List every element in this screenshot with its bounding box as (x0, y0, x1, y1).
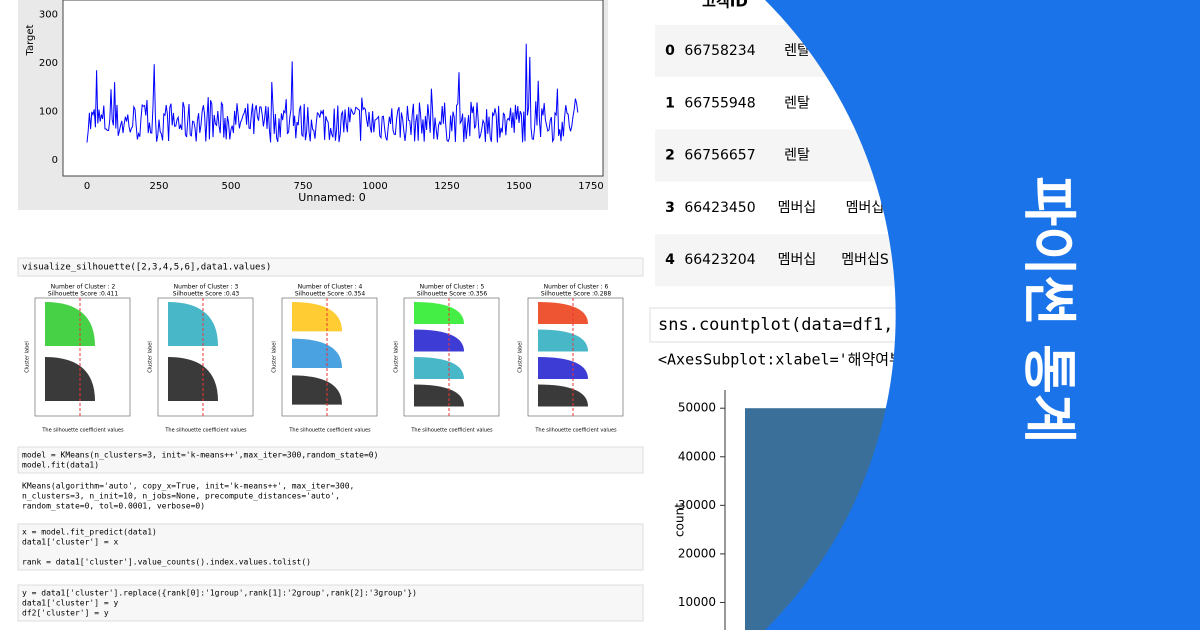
output: KMeans(algorithm='auto', copy_x=True, in… (22, 482, 354, 491)
table-cell: 66423450 (684, 200, 755, 216)
code: sns.countplot(data=df1, x='해 (658, 315, 950, 335)
table-cell: 4 (665, 252, 675, 268)
cluster-silhouette (168, 357, 218, 401)
subplot-title: Number of Cluster : 4 (298, 284, 363, 291)
table-cell: 0 (665, 43, 675, 59)
y-axis-label: Target (25, 24, 36, 56)
table-cell: 렌탈 (784, 43, 810, 59)
y-axis-label: Cluster label (518, 341, 524, 372)
output: n_clusters=3, n_init=10, n_jobs=None, pr… (22, 492, 340, 501)
y-tick-label: 300 (39, 10, 58, 21)
table-cell: 66755948 (684, 95, 755, 111)
x-axis-label: The silhouette coefficient values (288, 428, 371, 434)
x-tick-label: 1250 (434, 181, 459, 192)
output: random_state=0, tol=0.0001, verbose=0) (22, 502, 205, 511)
x-axis-label: The silhouette coefficient values (410, 428, 493, 434)
y-tick-label: 20000 (678, 546, 716, 560)
x-tick-label: 1750 (578, 181, 603, 192)
y-tick-label: 50000 (678, 401, 716, 415)
cluster-silhouette (414, 384, 464, 407)
code: rank = data1['cluster'].value_counts().i… (22, 558, 311, 567)
cluster-silhouette (292, 338, 342, 368)
x-tick-label: 250 (149, 181, 168, 192)
cluster-silhouette (414, 302, 464, 324)
table-cell: 66423204 (684, 252, 755, 268)
x-axis-label: The silhouette coefficient values (534, 428, 617, 434)
title: 파이썬 통계 (1017, 176, 1080, 443)
x-axis-label: The silhouette coefficient values (41, 428, 124, 434)
table-cell: 2 (665, 148, 675, 164)
plot-area (62, 0, 604, 177)
y-tick-label: 100 (39, 107, 58, 118)
table-header: 고객ID (702, 0, 748, 11)
table-cell: 1 (665, 95, 675, 111)
cluster-silhouette (414, 357, 464, 379)
x-tick-label: 1500 (506, 181, 531, 192)
cluster-silhouette (414, 329, 464, 352)
y-axis-label: count (673, 503, 687, 537)
cluster-silhouette (538, 329, 588, 352)
cluster-silhouette (45, 302, 95, 346)
code-cell (17, 446, 644, 474)
code-cell (17, 257, 644, 277)
subplot-subtitle: Silhouette Score :0.356 (417, 291, 488, 298)
subplot-title: Number of Cluster : 6 (544, 284, 609, 291)
cluster-silhouette (168, 302, 218, 346)
code-cell (17, 584, 644, 622)
code: df2['cluster'] = y (22, 609, 109, 618)
code: x = model.fit_predict(data1) (22, 528, 157, 537)
subplot-subtitle: Silhouette Score :0.354 (295, 291, 366, 298)
code: data1['cluster'] = x (22, 538, 119, 547)
cluster-silhouette (292, 375, 342, 405)
y-tick-label: 0 (52, 155, 58, 166)
blue-banner (765, 0, 1200, 630)
code-cell (17, 523, 644, 571)
cluster-silhouette (538, 357, 588, 379)
y-axis-label: Cluster label (148, 341, 154, 372)
table-cell: 멤버십 (846, 200, 885, 216)
table-cell: 멤버십S (841, 252, 889, 268)
cluster-silhouette (45, 357, 95, 401)
table-cell: 렌탈 (784, 95, 810, 111)
x-tick-label: 1000 (362, 181, 387, 192)
subplot-title: Number of Cluster : 3 (174, 284, 239, 291)
subplot-subtitle: Silhouette Score :0.411 (48, 291, 119, 298)
y-tick-label: 30000 (678, 498, 716, 512)
table-row-bg (655, 234, 905, 287)
subplot-title: Number of Cluster : 2 (51, 284, 116, 291)
y-axis-label: Cluster label (272, 341, 278, 372)
table-cell: 66758234 (684, 43, 755, 59)
output: <AxesSubplot:xlabel='해약여부 (658, 351, 903, 369)
x-axis-label: Unnamed: 0 (298, 191, 365, 204)
code: data1['cluster'] = y (22, 599, 119, 608)
x-tick-label: 750 (293, 181, 312, 192)
table-cell: 렌탈 (784, 148, 810, 164)
table-cell: 66756657 (684, 148, 755, 164)
code: y = data1['cluster'].replace({rank[0]:'1… (22, 589, 417, 598)
subplot-title: Number of Cluster : 5 (420, 284, 485, 291)
cluster-silhouette (292, 302, 342, 332)
table-cell: 멤버십 (778, 252, 817, 268)
y-tick-label: 40000 (678, 449, 716, 463)
y-axis-label: Cluster label (394, 341, 400, 372)
x-tick-label: 500 (221, 181, 240, 192)
cluster-silhouette (538, 302, 588, 324)
code: visualize_silhouette([2,3,4,5,6],data1.v… (22, 263, 271, 273)
x-tick-label: 0 (84, 181, 90, 192)
subplot-subtitle: Silhouette Score :0.43 (173, 291, 240, 298)
table-cell: 멤버십 (778, 200, 817, 216)
subplot-subtitle: Silhouette Score :0.288 (541, 291, 612, 298)
y-tick-label: 10000 (678, 595, 716, 609)
code: model = KMeans(n_clusters=3, init='k-mea… (22, 451, 378, 460)
y-axis-label: Cluster label (25, 341, 31, 372)
y-tick-label: 200 (39, 58, 58, 69)
code: model.fit(data1) (22, 461, 99, 470)
signal-line (86, 43, 579, 144)
table-cell: 3 (665, 200, 675, 216)
x-axis-label: The silhouette coefficient values (164, 428, 247, 434)
cluster-silhouette (538, 384, 588, 407)
